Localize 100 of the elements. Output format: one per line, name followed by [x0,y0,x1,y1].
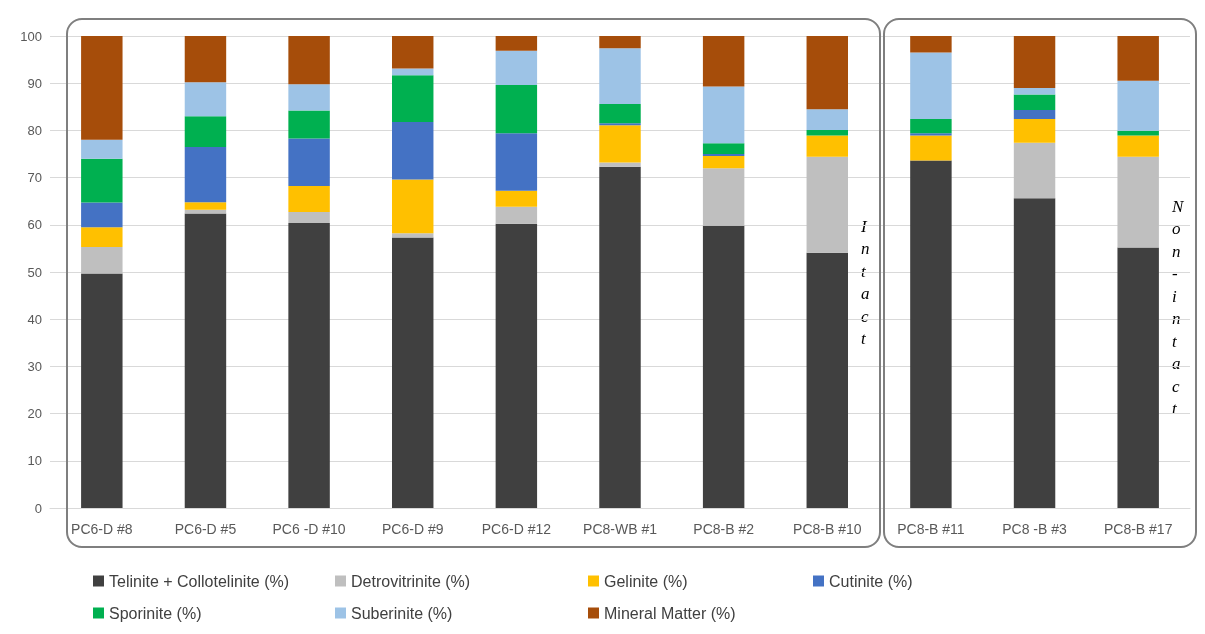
x-tick-label: PC8-WB #1 [583,521,658,537]
bar [184,146,227,203]
bar [495,206,538,224]
bar [495,133,538,191]
bar [288,36,330,85]
bar [392,179,434,234]
x-tick-label: PC8 -B #3 [1002,521,1068,537]
bar [392,233,434,238]
bar [184,116,227,147]
bar [1013,94,1056,111]
bar [288,212,330,223]
bar [806,36,848,110]
bar [599,48,641,104]
bar [1013,110,1056,120]
bar [910,133,952,136]
legend-label: Mineral Matter (%) [604,604,736,622]
bar [1013,36,1056,88]
x-tick-label: PC8-B #17 [1103,521,1173,537]
bar [910,52,952,120]
bar [392,75,434,122]
bar [184,82,227,117]
x-tick-label: PC6-D #8 [71,521,133,537]
bar [806,252,848,508]
bar [1013,142,1056,199]
bar [184,213,227,508]
bar [599,166,641,508]
bar [1117,156,1159,248]
bar [81,158,123,203]
bar [806,129,848,136]
bar [81,227,123,247]
bar [806,135,848,157]
bar [184,36,227,83]
legend-label: Suberinite (%) [351,604,453,622]
x-tick-label: PC8-B #10 [793,521,862,537]
bar [910,135,952,161]
bar [702,225,745,508]
bar [288,222,330,508]
bar [599,162,641,167]
x-tick-label: PC8-B #2 [693,521,755,537]
legend-label: Telinite + Collotelinite (%) [109,572,290,590]
x-tick-label: PC6-D #9 [381,521,444,537]
bar [702,168,745,226]
legend-label: Gelinite (%) [604,572,688,590]
y-tick-label: 100 [20,28,42,44]
x-tick-label: PC6 -D #10 [272,521,346,537]
bar [1117,130,1159,136]
bar [702,86,745,144]
bar [806,109,848,130]
bar [392,36,434,69]
x-tick-label: PC6-D #12 [481,521,552,537]
y-tick-label: 40 [27,311,42,327]
y-tick-label: 50 [27,264,42,280]
bar [702,143,745,154]
y-tick-label: 0 [34,500,42,516]
x-tick-label: PC6-D #5 [174,521,237,537]
bar [495,36,538,51]
bar [288,84,330,111]
bar [81,273,123,508]
bar [1013,87,1056,95]
legend-label: Sporinite (%) [109,604,202,622]
bar [702,36,745,87]
bar [81,36,123,140]
bar [910,36,952,53]
legend-label: Detrovitrinite (%) [351,572,471,590]
bar [1117,80,1159,131]
legend-label: Cutinite (%) [829,572,913,590]
bar [910,160,952,508]
bar [81,202,123,228]
y-tick-label: 30 [27,358,42,374]
bar [495,85,538,134]
bar [392,237,434,508]
bar [81,139,123,159]
bar [392,68,434,76]
y-tick-label: 70 [27,170,42,186]
y-tick-label: 20 [27,406,42,422]
x-tick-label: PC8-B #11 [897,521,965,537]
bar [702,155,745,169]
bar [495,190,538,207]
bar [1013,198,1056,508]
bar [1117,36,1159,81]
bar [288,186,330,213]
y-tick-label: 90 [27,75,42,91]
bar [599,125,641,163]
y-tick-label: 10 [27,453,42,469]
bar [599,36,641,49]
bar [599,103,641,124]
bar [288,138,330,187]
bar [288,110,330,139]
bar [1117,135,1159,157]
bar [184,202,227,210]
bar [495,50,538,86]
bar [1013,119,1056,143]
bar [495,223,538,508]
bar [806,156,848,253]
bar [910,119,952,134]
bar [81,246,123,274]
bar [392,121,434,180]
y-tick-label: 80 [27,122,42,138]
bar [1117,247,1159,508]
y-tick-label: 60 [27,217,42,233]
